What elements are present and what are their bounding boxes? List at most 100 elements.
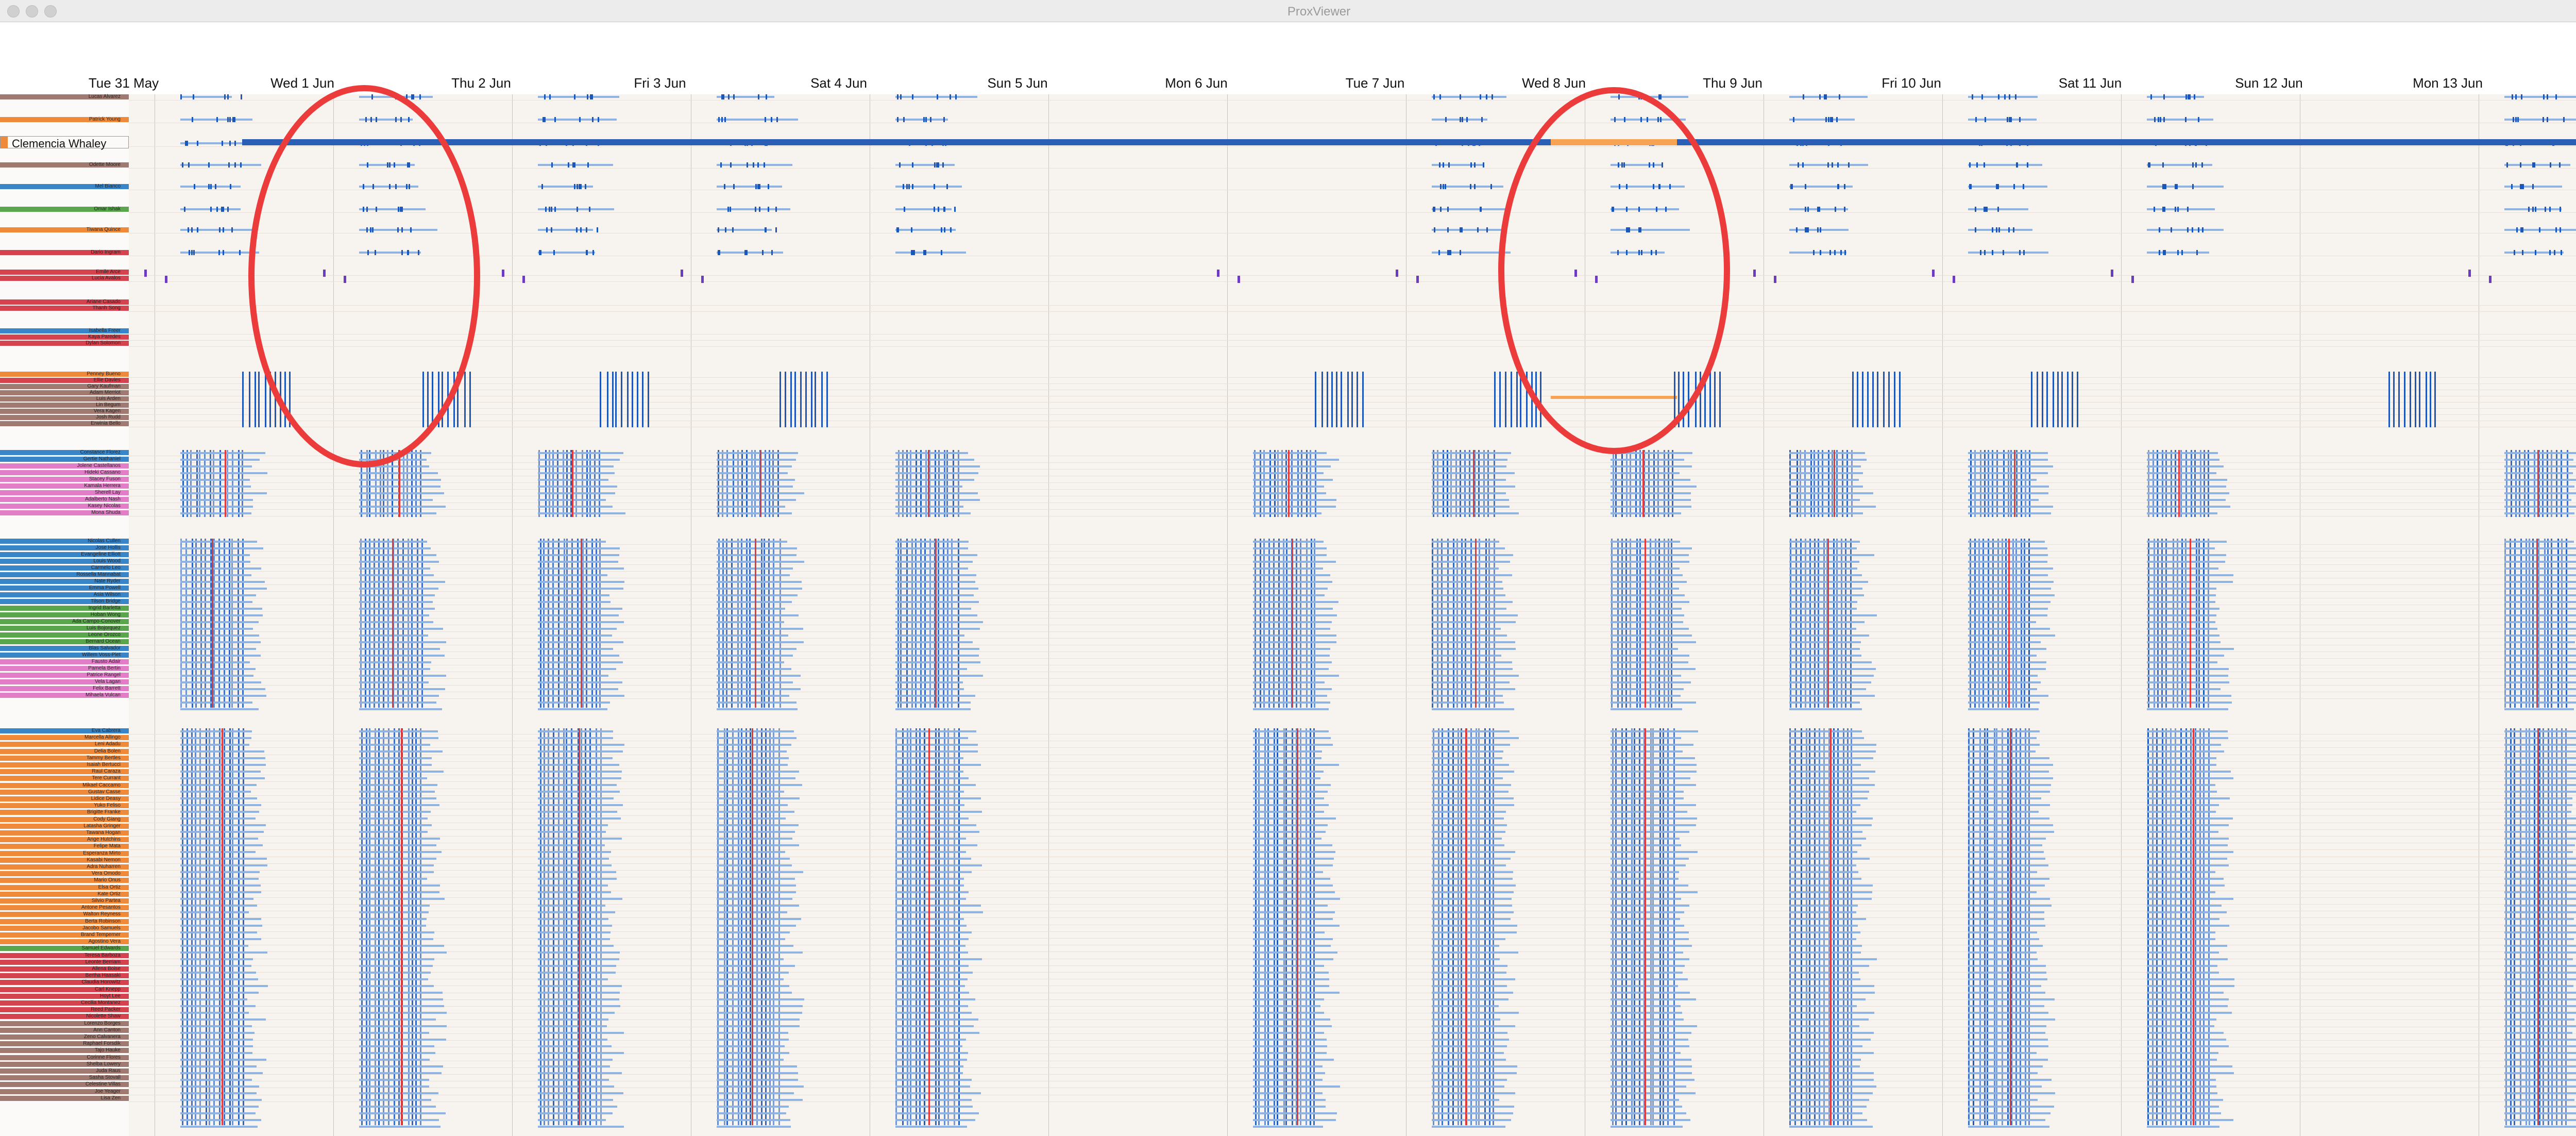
person-name[interactable]: Tammy Bertles — [86, 755, 121, 761]
person-name[interactable]: Mona Shuda — [91, 510, 121, 515]
person-name[interactable]: Erwinia Bello — [91, 421, 121, 426]
person-name[interactable]: Felix Barrett — [93, 686, 121, 691]
close-window-button[interactable] — [7, 5, 20, 18]
person-name[interactable]: Tawana Hogan — [86, 830, 121, 836]
person-name[interactable]: Ariane Casado — [86, 299, 121, 305]
person-name[interactable]: Mario Onus — [94, 877, 121, 883]
person-name[interactable]: Kasey Nicolas — [88, 503, 121, 509]
person-name[interactable]: Rossella Mannabat — [76, 572, 121, 577]
person-name[interactable]: Reed Packer — [91, 1007, 121, 1013]
person-name[interactable]: Adalberto Nash — [85, 496, 121, 502]
minimize-window-button[interactable] — [26, 5, 38, 18]
person-name[interactable]: Allena Boise — [92, 966, 121, 972]
person-name[interactable]: Hideki Cassano — [84, 470, 121, 475]
person-name[interactable]: Adra Nuharren — [87, 864, 121, 870]
person-name[interactable]: Thanh Song — [92, 305, 121, 311]
person-name[interactable]: Leni Adadu — [94, 741, 121, 747]
person-name[interactable]: Bernard Ocean — [86, 639, 121, 644]
person-name[interactable]: Hoban Wong — [90, 612, 121, 617]
person-name[interactable]: Tajo Hauke — [94, 1047, 121, 1054]
person-name[interactable]: Ellie Davies — [93, 377, 121, 383]
person-name[interactable]: Louis Wood — [93, 558, 121, 564]
person-name[interactable]: Fausto Adair — [91, 659, 121, 664]
person-name[interactable]: Cody Giang — [93, 816, 121, 822]
person-name[interactable]: Leone Orozco — [88, 632, 121, 638]
person-name[interactable]: Luis Bojorquez — [86, 625, 121, 631]
person-name[interactable]: Willem Voss-Piet — [81, 652, 121, 658]
person-name[interactable]: Gustav Casse — [88, 789, 121, 795]
person-name[interactable]: Yuko Feliso — [94, 803, 121, 809]
highlighted-person-row[interactable]: Clemencia Whaley — [0, 136, 129, 150]
person-name[interactable]: Joe Yeager — [94, 1088, 121, 1094]
person-name[interactable]: Mihaela Vulcan — [85, 692, 121, 698]
person-name[interactable]: Nicolas Cullen — [88, 538, 121, 544]
person-name[interactable]: Samuel Edwards — [81, 945, 121, 951]
person-name[interactable]: Isaiah Bertucci — [87, 762, 121, 767]
person-name[interactable]: Odette Moore — [89, 162, 121, 168]
person-name[interactable]: Lorenzo Borges — [84, 1020, 121, 1026]
person-name[interactable]: Gary Kaufman — [87, 383, 121, 389]
person-name[interactable]: Jose Hollis — [95, 545, 121, 550]
person-name[interactable]: Lucia Avalos — [92, 275, 121, 281]
person-name[interactable]: Penney Bueno — [87, 371, 121, 377]
person-name[interactable]: Jacobo Samuels — [82, 925, 121, 931]
person-name[interactable]: Nicolette Shaw — [86, 1013, 121, 1020]
person-name[interactable]: Pamela Bertin — [88, 665, 121, 671]
person-name[interactable]: Berta Robinson — [85, 918, 121, 924]
zoom-window-button[interactable] — [44, 5, 57, 18]
person-name[interactable]: Evangeline Elliott — [81, 552, 121, 557]
person-name[interactable]: Patrick Young — [89, 116, 121, 122]
person-name[interactable]: Bertha Haasaki — [85, 973, 121, 979]
person-name[interactable]: Ange Hutchins — [87, 837, 121, 843]
person-name[interactable]: Shelba Lowery — [86, 1061, 121, 1067]
person-name[interactable]: Delia Bolen — [94, 748, 121, 754]
person-name[interactable]: Claudia Horowitz — [81, 979, 121, 985]
person-name[interactable]: Kaya Paredes — [88, 334, 121, 340]
person-name[interactable]: Raul Caraza — [92, 769, 121, 775]
person-name[interactable]: Ann Canton — [93, 1027, 121, 1033]
person-name[interactable]: Carmelo Leo — [91, 565, 121, 571]
person-name[interactable]: Dylan Solomon — [86, 340, 121, 346]
person-name[interactable]: Latasha Gringer — [83, 823, 121, 829]
person-name[interactable]: Carl Knepp — [94, 986, 121, 992]
person-name[interactable]: Silvio Partea — [91, 898, 121, 904]
person-name[interactable]: Stacey Fuson — [89, 476, 121, 482]
person-name[interactable]: Asia Wilson — [93, 592, 121, 597]
person-name[interactable]: Antone Pesantos — [81, 905, 121, 911]
person-name[interactable]: Emma Powell — [89, 585, 121, 591]
person-name[interactable]: Kasabi Nemon — [87, 857, 121, 863]
person-name[interactable]: Eva Cabrera — [91, 728, 121, 733]
person-name[interactable]: Lisa Zen — [100, 1095, 121, 1101]
person-name[interactable]: Ada Campo-Conover — [72, 619, 121, 624]
person-name[interactable]: Elsa Ortiz — [98, 884, 121, 890]
person-name[interactable]: Kate Ortiz — [97, 891, 121, 897]
person-name[interactable]: Zeno Calvanera — [83, 1034, 121, 1040]
person-name[interactable]: Celestine Villas — [85, 1081, 121, 1088]
person-name[interactable]: Isabella Freer — [89, 328, 121, 333]
person-name[interactable]: Teresa Barboza — [84, 952, 121, 958]
person-name[interactable]: Nate Ryder — [94, 578, 121, 584]
person-name[interactable]: Felipe Mata — [93, 843, 121, 849]
timeline-canvas[interactable]: Lucas Alvarez Patrick Young Odette Moore Me… — [0, 85, 2576, 1136]
person-name[interactable]: Esperanza Mirto — [83, 850, 121, 856]
person-name[interactable]: Vela Lagan — [94, 679, 121, 684]
person-name[interactable]: Mikael Caccamo — [82, 782, 121, 788]
person-name[interactable]: Tiwana Quince — [86, 227, 121, 232]
person-name[interactable]: Hoyt Lee — [99, 993, 121, 999]
person-name[interactable]: Corinne Flores — [87, 1054, 121, 1060]
person-name[interactable]: Vera Kagen — [93, 408, 121, 414]
person-name[interactable]: Lin Begum — [96, 402, 121, 408]
person-name[interactable]: Tilson Bridge — [91, 598, 121, 604]
person-name[interactable]: Josh Rudd — [96, 414, 121, 420]
person-name[interactable]: Marcella Allingo — [84, 734, 121, 741]
person-name[interactable]: Vera Omodo — [91, 871, 121, 877]
person-name[interactable]: Kamala Herrera — [84, 483, 121, 489]
person-name[interactable]: Leonte Berriam — [85, 959, 121, 965]
person-name[interactable]: Sasha Stovall — [89, 1075, 121, 1081]
person-name[interactable]: Raphael Forsdik — [83, 1041, 121, 1047]
person-name[interactable]: Omar Ishak — [94, 206, 121, 212]
person-name[interactable]: Patrice Rangel — [87, 672, 121, 678]
person-name[interactable]: Sherell Lay — [94, 490, 121, 495]
person-name[interactable]: Constance Florez — [80, 449, 121, 455]
person-name[interactable]: Emile Arce — [96, 269, 121, 275]
